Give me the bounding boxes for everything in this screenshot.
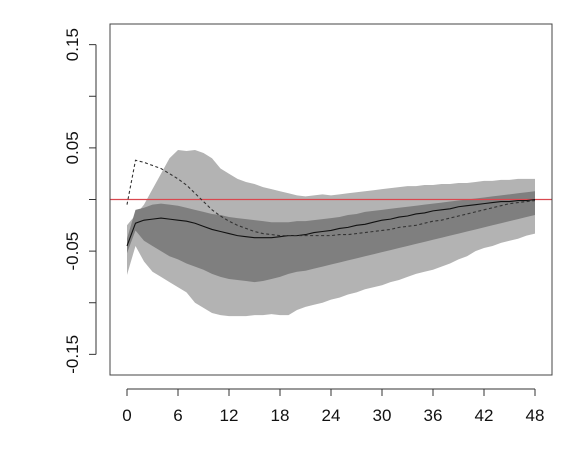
x-tick-label: 12 — [220, 406, 239, 425]
y-tick-label: 0.05 — [63, 131, 82, 164]
y-tick-label: 0.15 — [63, 28, 82, 61]
solid-response-line — [126, 198, 536, 247]
x-tick-label: 48 — [526, 406, 545, 425]
inner-confidence-band — [127, 191, 535, 283]
y-tick-label: -0.15 — [63, 335, 82, 374]
y-tick-label: -0.05 — [63, 232, 82, 271]
confidence-bands — [127, 149, 535, 317]
x-axis: 0 6 12 18 24 30 36 42 48 — [122, 388, 545, 425]
plot-frame — [109, 23, 553, 376]
x-tick-label: 36 — [424, 406, 443, 425]
x-tick-label: 6 — [173, 406, 182, 425]
series-lines — [126, 159, 536, 247]
x-tick-label: 0 — [122, 406, 131, 425]
x-tick-label: 24 — [322, 406, 341, 425]
x-tick-label: 18 — [271, 406, 290, 425]
y-axis: 0.15 0.05 -0.05 -0.15 — [63, 28, 97, 374]
x-tick-label: 42 — [475, 406, 494, 425]
x-tick-label: 30 — [373, 406, 392, 425]
